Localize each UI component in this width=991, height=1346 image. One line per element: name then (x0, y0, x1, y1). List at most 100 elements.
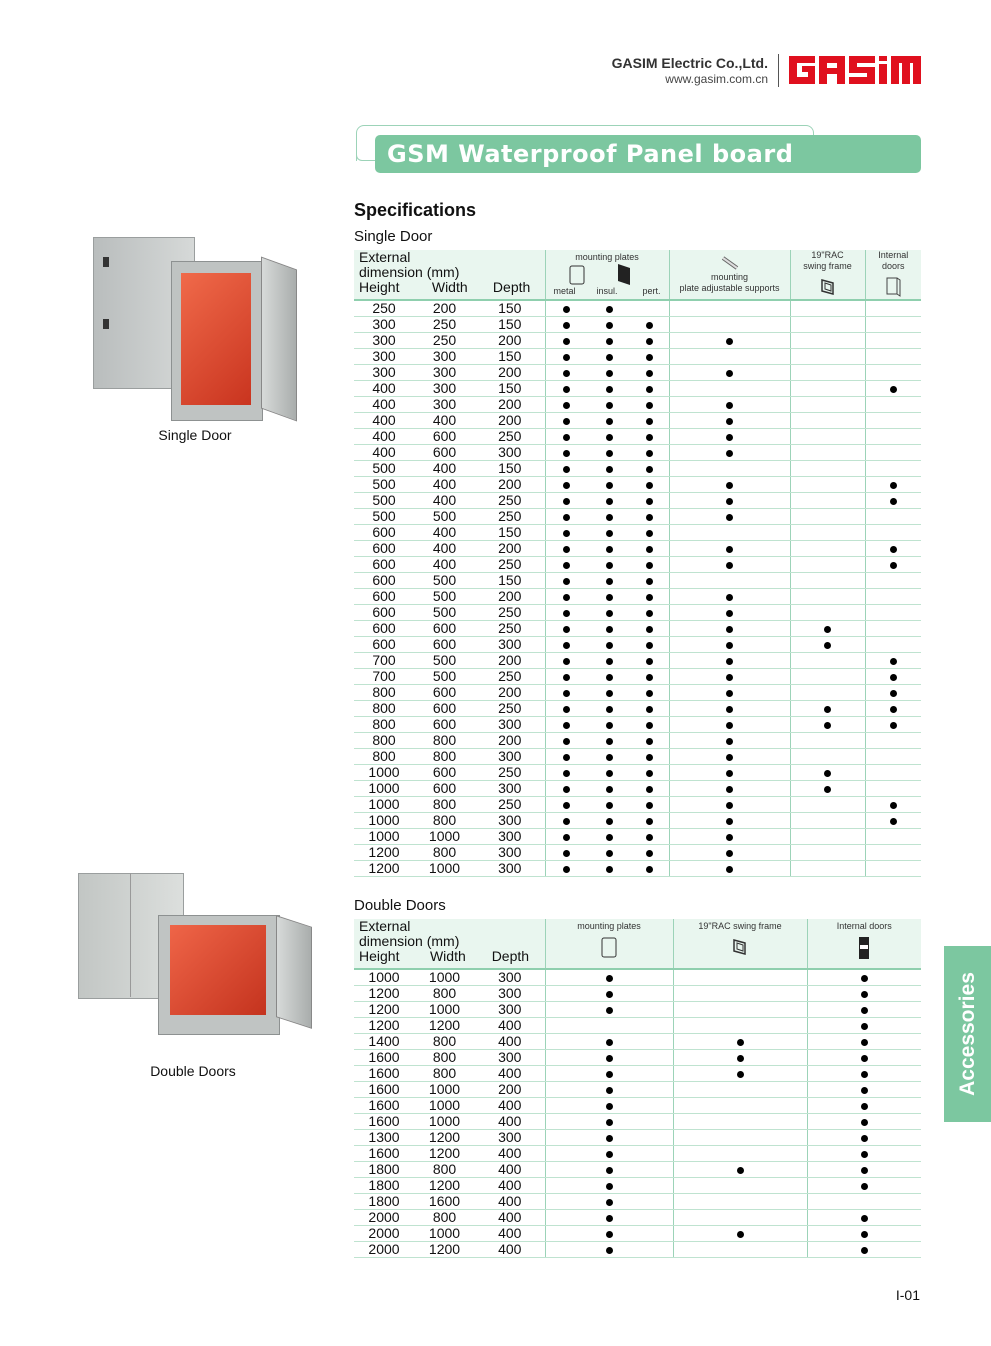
availability-cell (631, 844, 670, 861)
available-dot-icon (736, 1054, 744, 1062)
availability-cell (789, 604, 866, 621)
availability-cell (789, 812, 866, 829)
availability-cell (789, 348, 866, 365)
availability-cell (588, 572, 632, 589)
availability-cell (544, 985, 674, 1002)
height-cell: 1600 (354, 1145, 414, 1162)
available-dot-icon (563, 689, 571, 697)
availability-cell (668, 620, 791, 637)
depth-cell: 400 (475, 1209, 546, 1226)
table-row: 1000 800 250 (354, 796, 922, 813)
height-cell: 700 (354, 652, 414, 669)
availability-cell (588, 476, 632, 493)
availability-cell (544, 860, 589, 877)
accessories-tab[interactable]: Accessories (944, 946, 991, 1122)
available-dot-icon (646, 641, 654, 649)
availability-cell (544, 428, 589, 445)
available-dot-icon (889, 817, 897, 825)
availability-cell (668, 572, 791, 589)
plate-outline-icon (601, 937, 617, 958)
availability-cell (668, 444, 791, 461)
availability-cell (631, 396, 670, 413)
pert-label: pert. (642, 286, 661, 296)
availability-cell (544, 524, 589, 541)
availability-cell (631, 300, 670, 317)
available-dot-icon (606, 769, 614, 777)
depth-cell: 400 (475, 1065, 546, 1082)
available-dot-icon (726, 833, 734, 841)
spec-content: Single Door External dimension (mm) Heig… (354, 228, 922, 1258)
depth-cell: 250 (475, 492, 546, 509)
available-dot-icon (889, 385, 897, 393)
rac-header: 19"RAC swing frame (789, 250, 866, 301)
depth-cell: 400 (475, 1145, 546, 1162)
height-cell: 2000 (354, 1225, 414, 1242)
double-doors-image (78, 873, 313, 1038)
available-dot-icon (606, 865, 614, 873)
available-dot-icon (646, 705, 654, 713)
available-dot-icon (889, 497, 897, 505)
height-cell: 700 (354, 668, 414, 685)
availability-cell (588, 844, 632, 861)
available-dot-icon (563, 801, 571, 809)
available-dot-icon (606, 465, 614, 473)
width-cell: 800 (414, 844, 475, 861)
table-row: 1200 800 300 (354, 844, 922, 861)
availability-cell (864, 796, 922, 813)
width-cell: 200 (414, 300, 475, 317)
availability-cell (588, 316, 632, 333)
available-dot-icon (726, 625, 734, 633)
supports-label-2: plate adjustable supports (679, 283, 780, 293)
availability-cell (588, 764, 632, 781)
available-dot-icon (563, 849, 571, 857)
available-dot-icon (563, 529, 571, 537)
availability-cell (672, 1097, 808, 1114)
width-cell: 250 (414, 332, 475, 349)
availability-cell (631, 828, 670, 845)
table-row: 300 250 200 (354, 332, 922, 349)
width-cell: 600 (414, 716, 475, 733)
width-cell: 800 (414, 985, 475, 1002)
width-header: Width (429, 948, 466, 964)
available-dot-icon (605, 1198, 613, 1206)
availability-cell (864, 812, 922, 829)
available-dot-icon (646, 449, 654, 457)
availability-cell (806, 1033, 922, 1050)
availability-cell (864, 860, 922, 877)
availability-cell (789, 844, 866, 861)
availability-cell (588, 524, 632, 541)
height-cell: 800 (354, 732, 414, 749)
depth-cell: 150 (475, 300, 546, 317)
availability-cell (806, 969, 922, 986)
available-dot-icon (889, 561, 897, 569)
table-row: 1600 1000 400 (354, 1097, 922, 1114)
available-dot-icon (726, 561, 734, 569)
availability-cell (789, 652, 866, 669)
availability-cell (588, 348, 632, 365)
plate-outline-icon (569, 265, 585, 285)
availability-cell (631, 812, 670, 829)
depth-cell: 150 (475, 572, 546, 589)
internal-label-1: Internal (878, 250, 909, 260)
available-dot-icon (606, 801, 614, 809)
mounting-plates-label: mounting plates (575, 252, 639, 262)
available-dot-icon (605, 1070, 613, 1078)
availability-cell (544, 828, 589, 845)
available-dot-icon (606, 353, 614, 361)
depth-header: Depth (491, 948, 530, 964)
availability-cell (588, 300, 632, 317)
availability-cell (668, 412, 791, 429)
available-dot-icon (563, 673, 571, 681)
depth-cell: 250 (475, 556, 546, 573)
single-door-spec-table: External dimension (mm) Height Width Dep… (354, 250, 922, 877)
height-cell: 600 (354, 604, 414, 621)
depth-cell: 150 (475, 348, 546, 365)
availability-cell (668, 748, 791, 765)
height-cell: 2000 (354, 1209, 414, 1226)
availability-cell (631, 652, 670, 669)
available-dot-icon (606, 849, 614, 857)
internal-label-2: doors (882, 261, 905, 271)
available-dot-icon (563, 625, 571, 633)
available-dot-icon (606, 369, 614, 377)
available-dot-icon (563, 497, 571, 505)
